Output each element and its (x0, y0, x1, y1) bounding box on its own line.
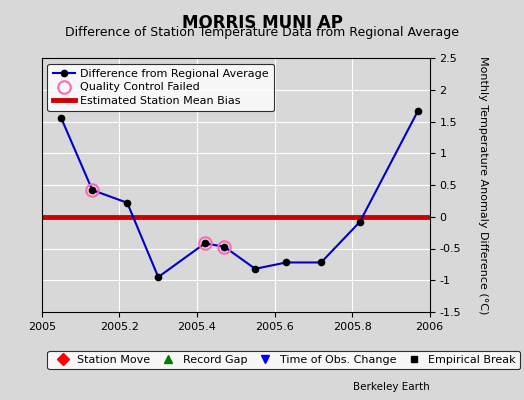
Text: Difference of Station Temperature Data from Regional Average: Difference of Station Temperature Data f… (65, 26, 459, 39)
Text: MORRIS MUNI AP: MORRIS MUNI AP (181, 14, 343, 32)
Legend: Station Move, Record Gap, Time of Obs. Change, Empirical Break: Station Move, Record Gap, Time of Obs. C… (48, 350, 520, 370)
Text: Berkeley Earth: Berkeley Earth (353, 382, 430, 392)
Y-axis label: Monthly Temperature Anomaly Difference (°C): Monthly Temperature Anomaly Difference (… (478, 56, 488, 314)
